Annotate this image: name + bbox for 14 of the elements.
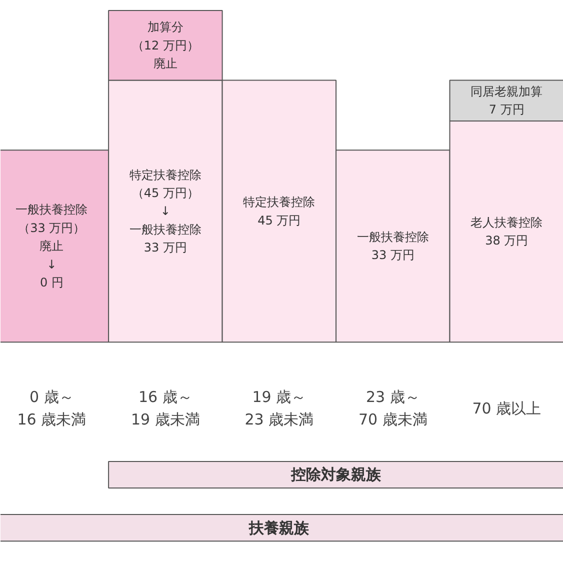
x-tick-label: 19 歳～ 23 歳未満 [244,388,314,429]
text: 控除対象親族 [290,466,382,484]
data-label: 老人扶養控除 38 万円 [470,215,543,248]
x-tick-label: 70 歳以上 [472,399,542,418]
text: 扶養親族 [248,518,310,537]
data-label: 一般扶養控除 33 万円 [356,230,429,262]
data-label: 同居老親加算 7 万円 [470,84,543,117]
x-tick-label: 16 歳～ 19 歳未満 [130,388,200,429]
x-tick-label: 23 歳～ 70 歳未満 [358,388,428,429]
data-label: 特定扶養控除（45 万円） ↓ 一般扶養控除 33 万円 [129,168,202,255]
data-label: 一般扶養控除（33 万円）廃止 ↓ 0 円 [16,202,88,290]
x-tick-label: 0 歳～ 16 歳未満 [17,388,86,429]
data-label: 加算分（12 万円）廃止 [132,20,199,71]
data-label: 特定扶養控除 45 万円 [243,195,316,228]
